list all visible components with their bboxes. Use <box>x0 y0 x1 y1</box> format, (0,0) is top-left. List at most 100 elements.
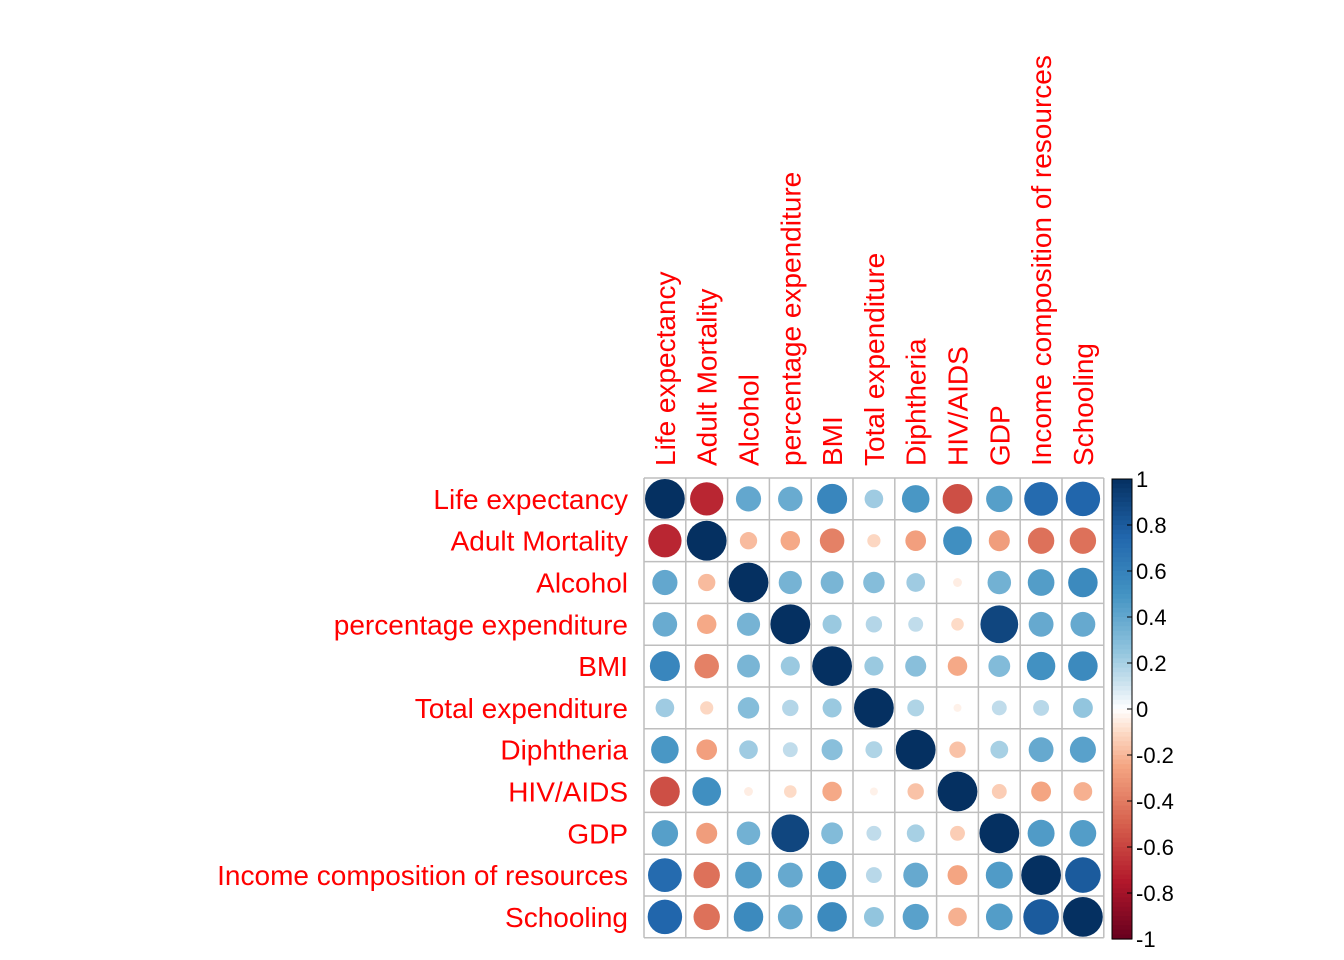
cell-adult-mortality--bmi <box>819 528 845 553</box>
row-labels: Life expectancy Adult Mortality Alcohol per… <box>217 484 628 933</box>
cell-schooling--schooling <box>1063 897 1103 937</box>
column-labels: Life expectancy Adult Mortality Alcohol per… <box>650 55 1099 466</box>
cell-income-composition-of-resources--life-expectancy <box>648 858 682 892</box>
colorbar-segment <box>1112 653 1132 659</box>
cell-total-expenditure--alcohol <box>737 697 760 719</box>
colorbar-tick-label: 1 <box>1136 467 1148 492</box>
cell-total-expenditure--bmi <box>822 698 842 718</box>
cell-total-expenditure--percentage-expenditure <box>782 699 799 717</box>
colorbar-segment <box>1112 695 1132 701</box>
cell-life-expectancy--diphtheria <box>901 485 930 513</box>
cell-hiv-aids--adult-mortality <box>692 777 722 806</box>
colorbar-segment <box>1112 842 1132 848</box>
colorbar-segment <box>1112 515 1132 521</box>
colorbar: 1 0.8 0.6 0.4 0.2 0 -0.2 -0.4 -0.6 -0.8 -1 <box>1111 467 1174 952</box>
row-label-alcohol: Alcohol <box>536 568 628 599</box>
colorbar-segment <box>1112 686 1132 692</box>
colorbar-tick-label: 0.2 <box>1136 651 1167 676</box>
row-label-adult-mortality: Adult Mortality <box>451 526 628 557</box>
cell-alcohol--total-expenditure <box>863 571 885 594</box>
cell-bmi--hiv-aids <box>947 656 968 676</box>
colorbar-segment <box>1112 699 1132 705</box>
colorbar-segment <box>1112 598 1132 604</box>
colorbar-segment <box>1112 837 1132 843</box>
colorbar-segment <box>1112 920 1132 926</box>
colorbar-segment <box>1112 925 1132 931</box>
colorbar-segment <box>1112 883 1132 889</box>
cell-hiv-aids--bmi <box>822 781 842 802</box>
cell-alcohol--bmi <box>820 571 844 594</box>
cell-gdp--adult-mortality <box>696 822 718 844</box>
colorbar-segment <box>1112 479 1132 485</box>
colorbar-segment <box>1112 778 1132 784</box>
cell-bmi--gdp <box>988 655 1011 677</box>
row-label-income-composition-of-resources: Income composition of resources <box>217 860 628 891</box>
colorbar-segment <box>1112 750 1132 756</box>
colorbar-segment <box>1112 681 1132 687</box>
colorbar-segment <box>1112 621 1132 627</box>
column-label-hiv-aids: HIV/AIDS <box>943 346 974 466</box>
cell-schooling--life-expectancy <box>647 899 683 935</box>
cell-percentage-expenditure--gdp <box>980 605 1019 644</box>
cell-hiv-aids--hiv-aids <box>937 771 978 812</box>
cell-life-expectancy--life-expectancy <box>645 479 685 519</box>
cell-alcohol--adult-mortality <box>698 573 716 592</box>
colorbar-segment <box>1112 497 1132 503</box>
row-label-percentage-expenditure: percentage expenditure <box>334 609 628 640</box>
cell-diphtheria--hiv-aids <box>949 741 966 758</box>
cell-adult-mortality--diphtheria <box>905 530 927 552</box>
cell-hiv-aids--schooling <box>1073 782 1093 801</box>
cell-bmi--life-expectancy <box>649 651 680 682</box>
colorbar-segment <box>1112 902 1132 908</box>
cell-gdp--diphtheria <box>906 824 925 843</box>
cell-income-composition-of-resources--alcohol <box>735 861 762 889</box>
row-label-bmi: BMI <box>578 651 628 682</box>
colorbar-segment <box>1112 851 1132 857</box>
colorbar-segment <box>1112 856 1132 862</box>
column-label-percentage-expenditure: percentage expenditure <box>775 172 806 466</box>
colorbar-segment <box>1112 810 1132 816</box>
column-label-life-expectancy: Life expectancy <box>650 271 681 466</box>
cell-gdp--schooling <box>1069 819 1097 847</box>
colorbar-segment <box>1112 828 1132 834</box>
colorbar-segment <box>1112 870 1132 876</box>
cell-adult-mortality--life-expectancy <box>648 524 682 558</box>
colorbar-segment <box>1112 874 1132 880</box>
cell-hiv-aids--gdp <box>991 784 1007 799</box>
colorbar-segment <box>1112 787 1132 793</box>
colorbar-segment <box>1112 801 1132 807</box>
colorbar-tick-label: 0.6 <box>1136 559 1167 584</box>
colorbar-segment <box>1112 819 1132 825</box>
colorbar-segment <box>1112 824 1132 830</box>
colorbar-segment <box>1112 663 1132 669</box>
colorbar-segment <box>1112 483 1132 489</box>
cell-life-expectancy--percentage-expenditure <box>778 486 803 512</box>
cell-life-expectancy--adult-mortality <box>690 482 724 516</box>
cell-schooling--bmi <box>817 902 847 932</box>
cell-diphtheria--total-expenditure <box>865 741 883 759</box>
colorbar-segment <box>1112 911 1132 917</box>
cell-gdp--life-expectancy <box>651 820 679 847</box>
cell-percentage-expenditure--schooling <box>1070 611 1096 637</box>
colorbar-segment <box>1112 791 1132 797</box>
cell-adult-mortality--adult-mortality <box>686 520 727 561</box>
colorbar-segment <box>1112 732 1132 738</box>
colorbar-segment <box>1112 584 1132 590</box>
colorbar-segment <box>1112 676 1132 682</box>
colorbar-tick-label: 0 <box>1136 697 1148 722</box>
column-label-bmi: BMI <box>817 416 848 466</box>
cell-hiv-aids--income-composition-of-resources <box>1031 781 1052 802</box>
colorbar-segment <box>1112 594 1132 600</box>
colorbar-segment <box>1112 603 1132 609</box>
cell-gdp--hiv-aids <box>950 825 965 841</box>
column-label-alcohol: Alcohol <box>734 374 765 466</box>
cell-alcohol--life-expectancy <box>652 569 678 596</box>
colorbar-segment <box>1112 833 1132 839</box>
colorbar-segment <box>1112 511 1132 517</box>
cell-bmi--total-expenditure <box>864 656 884 676</box>
column-label-total-expenditure: Total expenditure <box>859 253 890 466</box>
colorbar-segment <box>1112 805 1132 811</box>
cell-alcohol--gdp <box>987 570 1012 595</box>
cell-adult-mortality--total-expenditure <box>867 534 881 548</box>
